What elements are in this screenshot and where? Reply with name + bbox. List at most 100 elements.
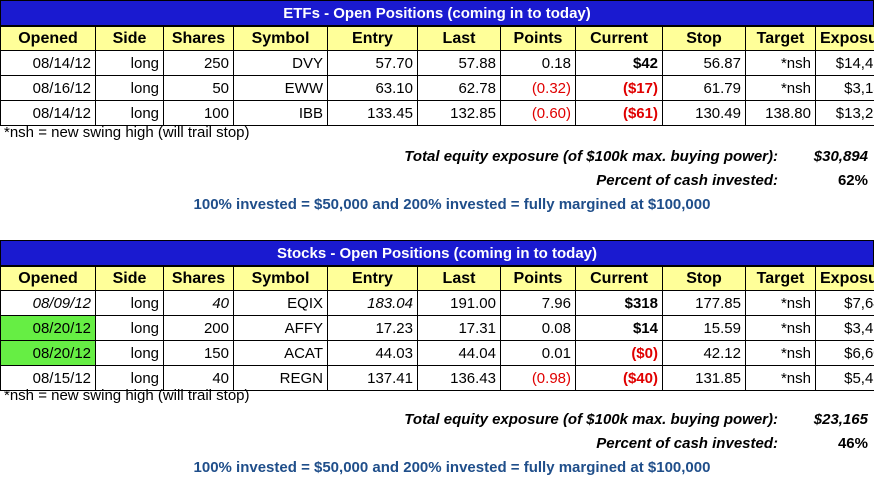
cell-entry: 133.45 [327,100,418,126]
col-header-symbol: Symbol [233,26,328,51]
nsh-footnote: *nsh = new swing high (will trail stop) [4,387,250,404]
cell-exposure: $7,640 [815,290,874,316]
cell-shares: 40 [163,290,234,316]
cell-last: 57.88 [417,50,501,76]
col-header-entry: Entry [327,26,418,51]
cell-side: long [95,365,164,391]
col-header-points: Points [500,26,576,51]
percent-invested-value: 62% [837,172,868,189]
cell-last: 17.31 [417,315,501,341]
cell-shares: 150 [163,340,234,366]
cell-current: ($40) [575,365,663,391]
cell-current: ($17) [575,75,663,101]
etf-table-title: ETFs - Open Positions (coming in to toda… [0,0,874,26]
cell-exposure: $13,285 [815,100,874,126]
cell-last: 44.04 [417,340,501,366]
percent-invested-value: 46% [837,435,868,452]
col-header-last: Last [417,266,501,291]
cell-entry: 57.70 [327,50,418,76]
cell-side: long [95,315,164,341]
cell-entry: 63.10 [327,75,418,101]
cell-current: $14 [575,315,663,341]
cell-last: 136.43 [417,365,501,391]
col-header-shares: Shares [163,266,234,291]
cell-target: 138.80 [745,100,816,126]
table-row: 08/16/12 long 50 EWW 63.10 62.78 (0.32) … [0,75,874,101]
cell-side: long [95,75,164,101]
cell-stop: 131.85 [662,365,746,391]
col-header-stop: Stop [662,266,746,291]
cell-exposure: $14,470 [815,50,874,76]
col-header-opened: Opened [0,26,96,51]
col-header-opened: Opened [0,266,96,291]
percent-invested-label: Percent of cash invested: [596,172,778,189]
cell-side: long [95,290,164,316]
cell-points: 0.08 [500,315,576,341]
cell-side: long [95,50,164,76]
cell-points: (0.32) [500,75,576,101]
etf-positions-section: ETFs - Open Positions (coming in to toda… [0,0,874,213]
col-header-entry: Entry [327,266,418,291]
cell-target: *nsh [745,365,816,391]
cell-symbol: EWW [233,75,328,101]
cell-side: long [95,100,164,126]
etf-positions-table: Opened Side Shares Symbol Entry Last Poi… [0,26,874,126]
cell-opened: 08/15/12 [0,365,96,391]
cell-opened: 08/20/12 [0,340,96,366]
col-header-current: Current [575,266,663,291]
cell-exposure: $6,606 [815,340,874,366]
cell-symbol: AFFY [233,315,328,341]
cell-points: (0.60) [500,100,576,126]
cell-points: 0.18 [500,50,576,76]
cell-opened: 08/14/12 [0,100,96,126]
col-header-side: Side [95,266,164,291]
cell-side: long [95,340,164,366]
stock-table-title: Stocks - Open Positions (coming in to to… [0,240,874,266]
cell-last: 62.78 [417,75,501,101]
col-header-side: Side [95,26,164,51]
table-row: 08/09/12 long 40 EQIX 183.04 191.00 7.96… [0,290,874,316]
cell-points: 0.01 [500,340,576,366]
col-header-current: Current [575,26,663,51]
cell-last: 191.00 [417,290,501,316]
nsh-footnote: *nsh = new swing high (will trail stop) [4,124,250,141]
total-exposure-label: Total equity exposure (of $100k max. buy… [404,411,778,428]
cell-opened: 08/20/12 [0,315,96,341]
investment-note: 100% invested = $50,000 and 200% investe… [193,196,711,213]
table-row: 08/20/12 long 200 AFFY 17.23 17.31 0.08 … [0,315,874,341]
etf-header-row: Opened Side Shares Symbol Entry Last Poi… [0,26,874,51]
cell-stop: 130.49 [662,100,746,126]
cell-last: 132.85 [417,100,501,126]
cell-stop: 42.12 [662,340,746,366]
investment-note: 100% invested = $50,000 and 200% investe… [193,459,711,476]
cell-target: *nsh [745,340,816,366]
table-row: 08/14/12 long 250 DVY 57.70 57.88 0.18 $… [0,50,874,76]
cell-stop: 177.85 [662,290,746,316]
table-row: 08/15/12 long 40 REGN 137.41 136.43 (0.9… [0,365,874,391]
col-header-symbol: Symbol [233,266,328,291]
cell-symbol: EQIX [233,290,328,316]
cell-entry: 17.23 [327,315,418,341]
cell-target: *nsh [745,290,816,316]
cell-shares: 50 [163,75,234,101]
total-exposure-label: Total equity exposure (of $100k max. buy… [404,148,778,165]
cell-exposure: $3,139 [815,75,874,101]
cell-shares: 250 [163,50,234,76]
col-header-target: Target [745,266,816,291]
cell-shares: 100 [163,100,234,126]
cell-symbol: REGN [233,365,328,391]
col-header-points: Points [500,266,576,291]
cell-shares: 200 [163,315,234,341]
cell-opened: 08/16/12 [0,75,96,101]
cell-current: ($61) [575,100,663,126]
table-row: 08/14/12 long 100 IBB 133.45 132.85 (0.6… [0,100,874,126]
stock-positions-table: Opened Side Shares Symbol Entry Last Poi… [0,266,874,391]
cell-stop: 56.87 [662,50,746,76]
stock-header-row: Opened Side Shares Symbol Entry Last Poi… [0,266,874,291]
cell-opened: 08/14/12 [0,50,96,76]
cell-symbol: ACAT [233,340,328,366]
cell-stop: 61.79 [662,75,746,101]
cell-entry: 44.03 [327,340,418,366]
total-exposure-value: $30,894 [813,148,868,165]
cell-points: (0.98) [500,365,576,391]
